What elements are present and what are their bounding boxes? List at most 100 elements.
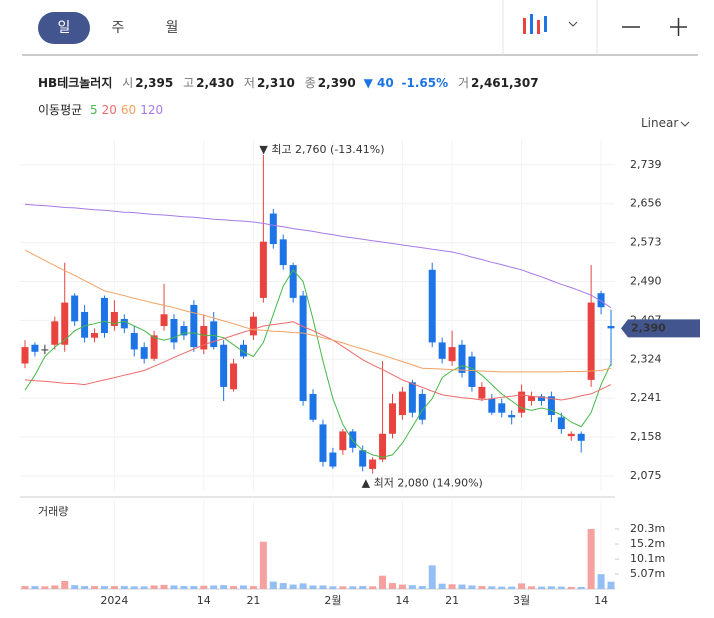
candle-body bbox=[259, 241, 267, 298]
candle-body bbox=[557, 417, 565, 430]
x-tick-label: 2024 bbox=[100, 594, 128, 607]
y-tick-label: 2,739 bbox=[630, 158, 662, 171]
volume-bar bbox=[31, 586, 39, 589]
x-tick-label: 21 bbox=[246, 594, 260, 607]
change: ▼ 40 bbox=[363, 76, 394, 90]
y-tick-label: 20.3m bbox=[630, 522, 665, 535]
volume-bar bbox=[438, 583, 446, 589]
volume-bar bbox=[329, 586, 337, 589]
candle-body bbox=[61, 302, 69, 345]
candle-body bbox=[398, 391, 406, 416]
candle-body bbox=[458, 344, 466, 373]
candle-body bbox=[220, 344, 228, 387]
volume-bar bbox=[289, 584, 297, 589]
candle-body bbox=[438, 342, 446, 359]
volume-bar bbox=[478, 586, 486, 589]
dropdown-icon[interactable] bbox=[568, 21, 578, 27]
candle-body bbox=[369, 459, 377, 469]
last-price-tag bbox=[621, 319, 700, 338]
volume-bar bbox=[388, 583, 396, 589]
legend-entry: 5 bbox=[90, 103, 98, 117]
volume-bar bbox=[279, 583, 287, 589]
field-value: 2,390 bbox=[317, 76, 356, 90]
candle-body bbox=[71, 295, 79, 322]
volume-bar bbox=[130, 586, 138, 589]
candle-body bbox=[587, 302, 595, 380]
scale-mode[interactable]: Linear bbox=[641, 116, 679, 130]
candle-body bbox=[498, 403, 506, 413]
tab[interactable]: 주 bbox=[111, 20, 125, 36]
field-label: 시 bbox=[122, 76, 134, 90]
field-value: 2,395 bbox=[135, 76, 174, 90]
high-annotation: ▼ 최고 2,760 (-13.41%) bbox=[259, 143, 384, 156]
candle-body bbox=[528, 396, 536, 401]
x-tick-label: 14 bbox=[197, 594, 211, 607]
candle-body bbox=[309, 393, 317, 420]
candle-body bbox=[547, 396, 555, 416]
volume-bar bbox=[607, 581, 615, 589]
volume-bar bbox=[120, 586, 128, 589]
last-price-label: 2,390 bbox=[631, 321, 666, 334]
candle-body bbox=[51, 321, 59, 345]
candle-body bbox=[359, 450, 367, 467]
candle-body bbox=[418, 393, 426, 420]
change-pct: -1.65% bbox=[401, 76, 449, 90]
field-value: 2,310 bbox=[256, 76, 295, 90]
field-label: 종 bbox=[304, 76, 316, 90]
y-tick-label: 2,241 bbox=[630, 391, 662, 404]
candle-body bbox=[200, 326, 208, 350]
y-tick-label: 2,490 bbox=[630, 274, 662, 287]
legend-title: 이동평균 bbox=[38, 103, 83, 117]
x-tick-label: 14 bbox=[594, 594, 608, 607]
tab[interactable]: 일 bbox=[38, 12, 90, 44]
candle-body bbox=[478, 386, 486, 399]
field-value: 2,430 bbox=[196, 76, 235, 90]
volume-bar bbox=[21, 586, 29, 589]
candle-body bbox=[607, 326, 615, 329]
candle-body bbox=[130, 333, 138, 350]
ma-line bbox=[24, 249, 612, 373]
candle-body bbox=[388, 403, 396, 434]
volume-bar bbox=[200, 585, 208, 589]
candle-body bbox=[319, 424, 327, 462]
candle-body bbox=[240, 344, 248, 357]
candle-body bbox=[180, 326, 188, 336]
volume-bar bbox=[369, 586, 377, 589]
candle-body bbox=[190, 304, 198, 348]
zoom-in[interactable] bbox=[670, 18, 687, 36]
candle-body bbox=[110, 311, 118, 327]
volume-bar bbox=[309, 585, 317, 589]
volume-bar bbox=[319, 585, 327, 589]
candle-body bbox=[349, 431, 357, 448]
volume-bar bbox=[71, 585, 79, 589]
low-annotation: ▲ 최저 2,080 (14.90%) bbox=[362, 477, 483, 490]
volume-bar bbox=[110, 586, 118, 589]
candle-body bbox=[120, 318, 128, 329]
field-value: 2,461,307 bbox=[471, 76, 539, 90]
candle-body bbox=[299, 295, 307, 401]
candle-body bbox=[279, 239, 287, 266]
volume-bar bbox=[91, 586, 99, 589]
volume-bar bbox=[150, 585, 158, 589]
volume-bar bbox=[567, 586, 575, 589]
candle-body bbox=[31, 344, 39, 352]
volume-bar bbox=[81, 586, 89, 589]
volume-bar bbox=[359, 586, 367, 589]
field-label: 고 bbox=[183, 76, 195, 90]
candle-body bbox=[379, 433, 387, 460]
volume-bar bbox=[180, 586, 188, 589]
candle-body bbox=[140, 347, 148, 359]
candle-body bbox=[100, 297, 108, 334]
candle-body bbox=[428, 269, 436, 343]
volume-bar bbox=[160, 584, 168, 589]
field-label: 거 bbox=[457, 76, 470, 90]
chart-type-icon[interactable] bbox=[523, 14, 547, 34]
candle-body bbox=[170, 318, 178, 343]
volume-bar bbox=[408, 585, 416, 589]
ma-line bbox=[24, 203, 612, 309]
scale-dropdown-icon[interactable] bbox=[680, 121, 690, 127]
x-tick-label: 3월 bbox=[513, 594, 530, 607]
volume-bar bbox=[230, 586, 238, 589]
candle-body bbox=[81, 311, 89, 338]
tab[interactable]: 월 bbox=[165, 20, 179, 36]
